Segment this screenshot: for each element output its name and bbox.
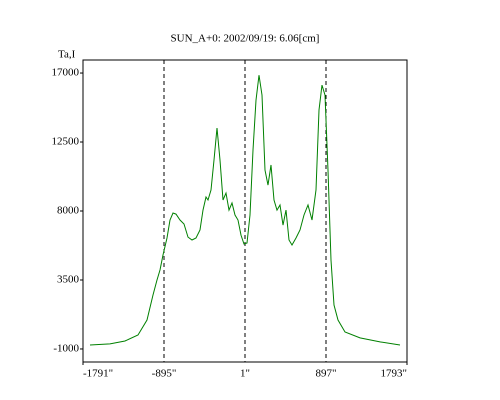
y-tick-label: 12500	[52, 136, 80, 148]
y-axis-label: Ta,I	[58, 49, 76, 61]
y-tick-label: 17000	[52, 67, 80, 79]
x-tick-label: -1791"	[83, 368, 113, 380]
y-tick-label: 8000	[57, 205, 80, 217]
y-tick-label: -1000	[53, 343, 79, 355]
x-tick-label: -895"	[152, 368, 177, 380]
x-tick-label: 1793"	[381, 368, 408, 380]
data-line	[89, 75, 401, 346]
x-tick-label: 897"	[316, 368, 337, 380]
chart-title: SUN_A+0: 2002/09/19: 6.06[cm]	[171, 33, 320, 45]
x-tick-label: 1"	[240, 368, 250, 380]
y-tick-label: 3500	[57, 274, 80, 286]
